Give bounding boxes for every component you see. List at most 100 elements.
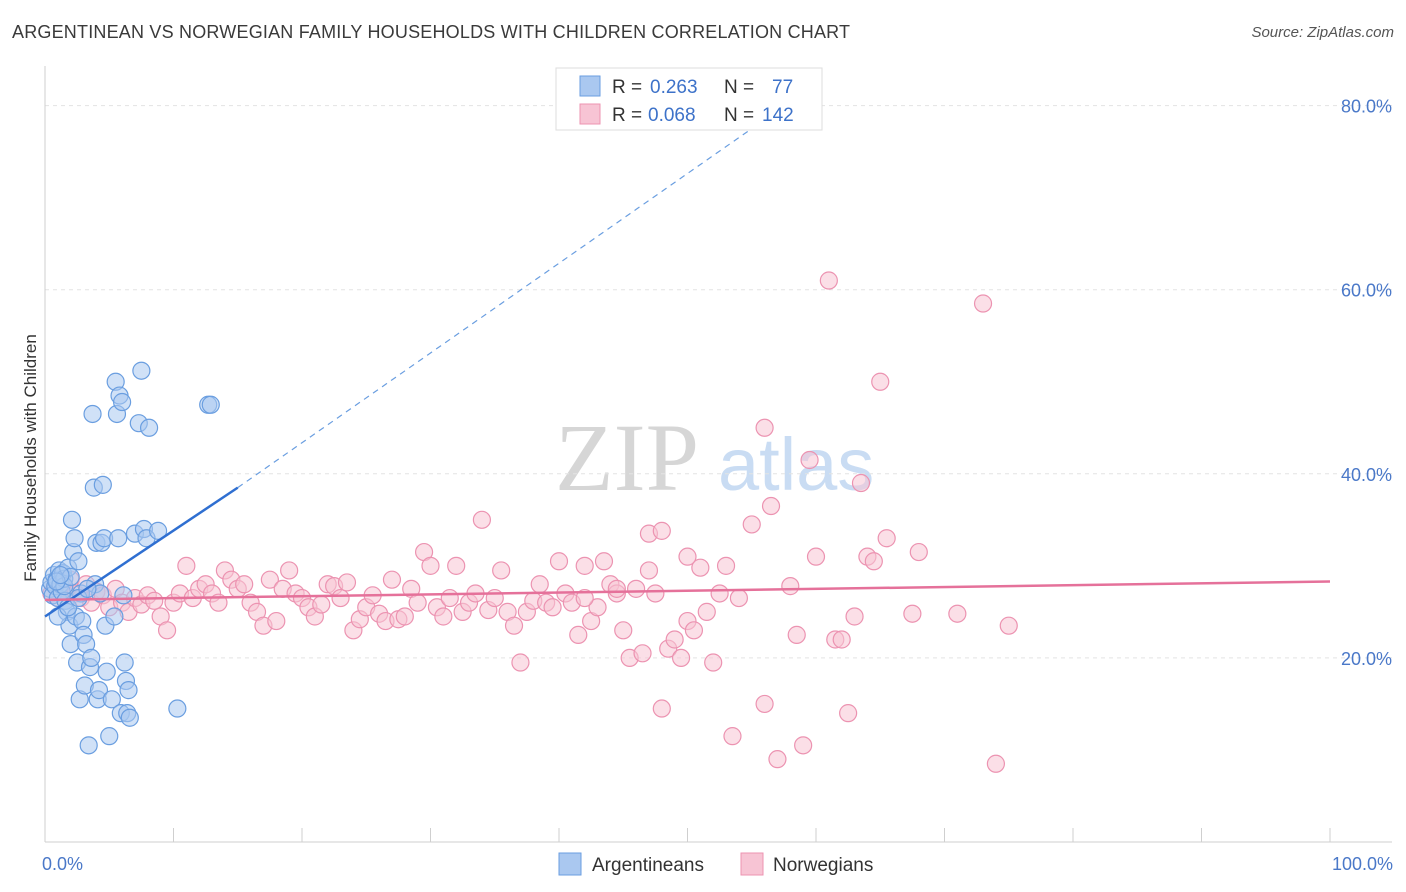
point-norwegians-131 [909,542,928,562]
point-norwegians-88 [588,598,607,617]
legend-r-label-0: R = [612,77,642,98]
point-norwegians-95 [633,644,652,663]
point-norwegians-98 [652,699,671,718]
series-norwegians [42,271,1018,773]
source-credit: Source: ZipAtlas.com [1251,24,1394,41]
y-tick-label-40: 40.0% [1341,465,1392,485]
point-norwegians-86 [575,556,594,575]
point-norwegians-135 [999,616,1018,635]
point-norwegians-97 [646,584,665,603]
point-norwegians-139 [575,588,594,608]
point-norwegians-133 [973,294,993,313]
point-norwegians-100 [665,630,684,649]
point-norwegians-38 [267,611,286,631]
point-norwegians-72 [485,588,504,608]
point-norwegians-92 [614,621,633,640]
point-norwegians-24 [177,556,196,575]
point-norwegians-115 [781,577,800,596]
legend-n-value-1: 142 [762,105,794,126]
point-norwegians-130 [903,604,922,623]
point-norwegians-62 [421,556,440,575]
point-argentineans-57 [119,681,138,700]
point-argentineans-61 [132,361,151,380]
point-norwegians-110 [729,588,749,608]
point-norwegians-105 [697,602,716,621]
point-norwegians-128 [871,372,890,391]
point-norwegians-66 [447,556,466,575]
point-norwegians-141 [678,547,697,566]
point-norwegians-140 [652,521,671,540]
point-argentineans-17 [62,510,82,529]
point-norwegians-70 [472,510,491,529]
point-norwegians-107 [710,584,729,603]
bottom-legend-label-norwegians: Norwegians [773,855,873,876]
gridlines [45,105,1392,659]
bottom-legend-swatch-norwegians [740,852,764,876]
legend-r-label-1: R = [612,105,642,126]
point-norwegians-40 [280,561,299,580]
point-norwegians-21 [157,621,177,640]
point-norwegians-123 [839,704,858,723]
point-norwegians-64 [434,607,453,626]
point-norwegians-119 [806,547,826,566]
point-norwegians-136 [755,418,774,437]
point-norwegians-124 [845,607,864,626]
point-norwegians-58 [395,607,414,626]
legend-swatch-argentineans [579,75,601,97]
point-norwegians-113 [761,496,781,516]
point-argentineans-52 [112,392,132,412]
point-norwegians-108 [716,556,736,575]
point-norwegians-109 [723,727,742,746]
legend-r-value-0: 0.263 [650,77,698,98]
stats-legend: R = 0.263 N = 77 R = 0.068 N = 142 [555,67,823,131]
point-norwegians-48 [331,588,350,608]
point-norwegians-122 [832,630,851,649]
trend-lines [44,128,1331,618]
y-axis-title: Family Households with Children [21,334,40,582]
point-norwegians-129 [877,529,896,548]
point-argentineans-44 [100,727,119,746]
point-argentineans-53 [114,586,133,605]
point-norwegians-19 [145,591,164,610]
legend-n-value-0: 77 [772,77,793,98]
point-argentineans-43 [97,662,116,681]
point-norwegians-103 [684,621,704,640]
axes [44,66,1392,843]
legend-n-label-1: N = [724,105,754,126]
point-norwegians-114 [768,750,787,769]
point-norwegians-60 [408,593,427,612]
point-norwegians-45 [312,595,331,614]
point-norwegians-81 [543,598,562,617]
point-argentineans-31 [82,648,101,668]
watermark-zip: ZIP [555,404,699,511]
legend-n-label-0: N = [724,77,754,98]
point-argentineans-64 [139,418,159,437]
point-argentineans-22 [69,552,88,571]
trend-norwegians [44,580,1331,602]
point-argentineans-73 [51,565,70,585]
trend-argentineans-extension [237,128,753,489]
y-tick-label-60: 60.0% [1341,281,1392,301]
y-tick-label-80: 80.0% [1341,97,1392,117]
chart-title: ARGENTINEAN VS NORWEGIAN FAMILY HOUSEHOL… [12,22,851,42]
point-norwegians-127 [864,552,883,571]
legend-swatch-norwegians [579,103,601,125]
point-argentineans-32 [83,404,102,424]
series-legend: Argentineans Norwegians [558,852,873,876]
point-norwegians-125 [851,473,871,493]
point-norwegians-106 [704,653,723,672]
point-norwegians-73 [492,561,511,580]
point-norwegians-101 [671,648,691,668]
point-norwegians-56 [382,570,402,589]
point-norwegians-79 [530,575,549,594]
point-norwegians-111 [742,515,761,534]
point-argentineans-58 [120,708,139,727]
bottom-legend-label-argentineans: Argentineans [592,855,704,876]
x-tick-label-100: 100.0% [1332,854,1393,874]
point-norwegians-33 [235,575,254,594]
point-norwegians-112 [755,694,774,714]
point-norwegians-76 [511,653,530,672]
point-norwegians-132 [948,604,967,623]
point-norwegians-89 [594,552,614,571]
